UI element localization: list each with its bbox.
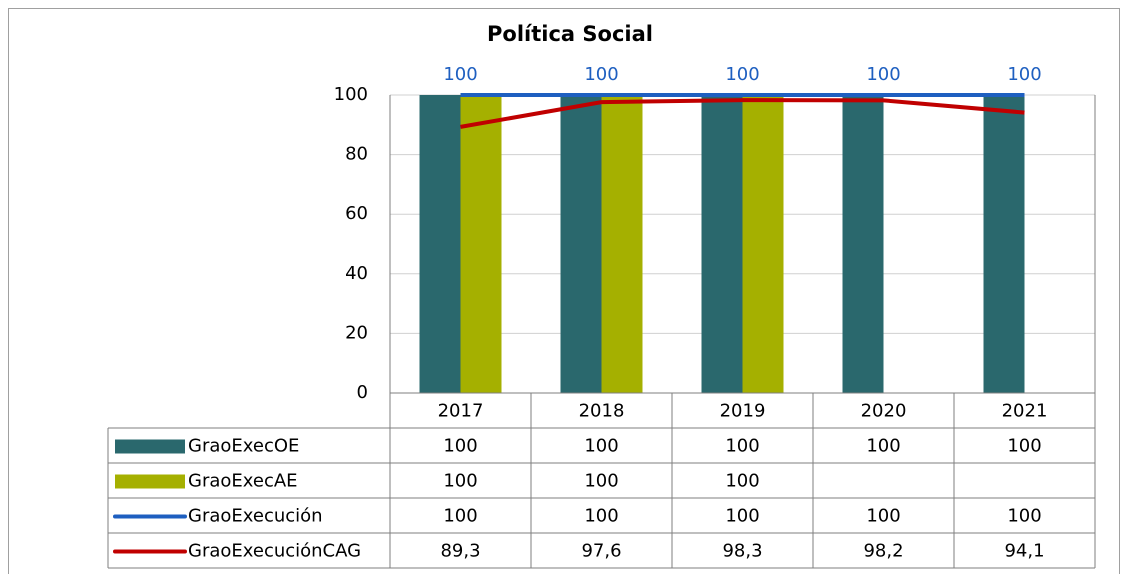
table-value: 100 <box>1007 506 1041 527</box>
bar <box>842 95 884 393</box>
y-tick-label: 20 <box>345 322 368 343</box>
y-tick-label: 80 <box>345 144 368 165</box>
data-label: 100 <box>725 64 759 85</box>
y-tick-label: 40 <box>345 263 368 284</box>
y-tick-label: 100 <box>334 84 368 105</box>
table-value: 100 <box>725 506 759 527</box>
legend-key <box>115 474 185 489</box>
bar <box>742 95 784 393</box>
table-value: 98,2 <box>863 541 903 562</box>
table-value: 100 <box>443 436 477 457</box>
bar <box>983 95 1025 393</box>
table-value: 100 <box>866 506 900 527</box>
bar <box>419 95 461 393</box>
data-label: 100 <box>584 64 618 85</box>
table-value: 97,6 <box>581 541 621 562</box>
x-tick-label: 2020 <box>861 401 907 422</box>
legend-key <box>115 439 185 454</box>
bar <box>601 95 643 393</box>
table-value: 98,3 <box>722 541 762 562</box>
line-series <box>460 98 1025 129</box>
x-tick-label: 2018 <box>579 401 625 422</box>
bar <box>560 95 602 393</box>
table-value: 100 <box>1007 436 1041 457</box>
x-tick-label: 2021 <box>1002 401 1048 422</box>
x-tick-label: 2019 <box>720 401 766 422</box>
table-value: 100 <box>725 471 759 492</box>
table-value: 100 <box>443 506 477 527</box>
y-tick-label: 60 <box>345 203 368 224</box>
table-value: 100 <box>584 506 618 527</box>
table-value: 100 <box>584 471 618 492</box>
table-value: 94,1 <box>1004 541 1044 562</box>
chart-title: Política Social <box>487 22 653 46</box>
table-value: 100 <box>866 436 900 457</box>
bar <box>701 95 743 393</box>
data-label: 100 <box>866 64 900 85</box>
table-value: 100 <box>725 436 759 457</box>
bar <box>460 95 502 393</box>
legend-label: GraoExecAE <box>188 471 298 492</box>
table-value: 100 <box>443 471 477 492</box>
data-label: 100 <box>443 64 477 85</box>
legend-label: GraoExecución <box>188 506 323 527</box>
legend-label: GraoExecuciónCAG <box>188 541 361 562</box>
chart-border <box>8 8 1120 574</box>
x-tick-label: 2017 <box>438 401 484 422</box>
table-value: 100 <box>584 436 618 457</box>
table-value: 89,3 <box>440 541 480 562</box>
data-label: 100 <box>1007 64 1041 85</box>
y-tick-label: 0 <box>357 382 368 403</box>
legend-label: GraoExecOE <box>188 436 299 457</box>
